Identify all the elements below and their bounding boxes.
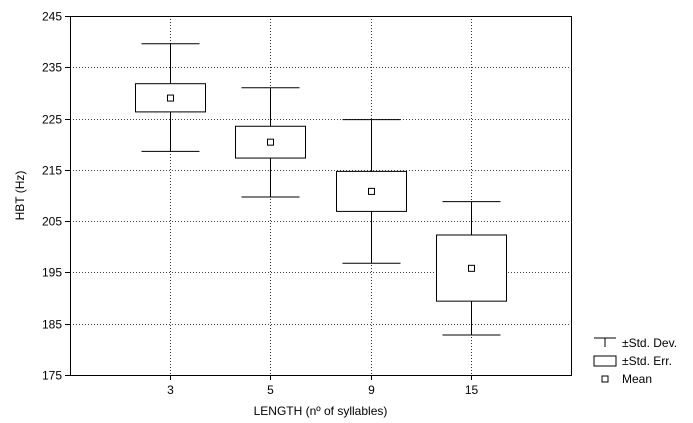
x-tick-label: 3 <box>167 383 174 397</box>
y-tick-label: 245 <box>42 10 62 24</box>
box-plot-3 <box>135 43 206 152</box>
x-axis-title: LENGTH (nº of syllables) <box>254 404 388 418</box>
legend-box-icon <box>593 355 617 367</box>
legend: ±Std. Dev. ±Std. Err. Mean <box>593 336 677 386</box>
legend-mean-icon <box>601 375 609 383</box>
box-plot-15 <box>436 201 507 336</box>
y-tick-label: 235 <box>42 61 62 75</box>
legend-label: ±Std. Dev. <box>622 336 677 350</box>
y-tick-label: 195 <box>42 266 62 280</box>
box-plots <box>135 43 507 336</box>
y-tick-label: 175 <box>42 369 62 383</box>
legend-item: ±Std. Dev. <box>594 336 677 350</box>
legend-label: ±Std. Err. <box>622 354 672 368</box>
legend-item: ±Std. Err. <box>593 354 672 368</box>
grid-lines <box>70 16 571 376</box>
legend-item: Mean <box>601 372 652 386</box>
x-tick-label: 5 <box>267 383 274 397</box>
box-plot-5 <box>235 87 306 198</box>
x-axis-ticks: 3 5 9 15 <box>167 375 478 397</box>
mean-marker <box>368 187 375 195</box>
mean-marker <box>468 264 475 272</box>
mean-marker <box>267 138 274 146</box>
y-tick-label: 185 <box>42 318 62 332</box>
box-plot-9 <box>336 119 407 264</box>
y-tick-label: 205 <box>42 215 62 229</box>
x-tick-label: 9 <box>368 383 375 397</box>
y-tick-label: 215 <box>42 164 62 178</box>
plot-frame <box>70 16 572 376</box>
mean-marker <box>167 94 174 102</box>
y-axis-ticks: 175 185 195 205 215 225 235 245 <box>42 10 70 383</box>
y-axis-title: HBT (Hz) <box>13 171 27 221</box>
y-tick-label: 225 <box>42 113 62 127</box>
legend-label: Mean <box>622 372 652 386</box>
x-tick-label: 15 <box>465 383 479 397</box>
